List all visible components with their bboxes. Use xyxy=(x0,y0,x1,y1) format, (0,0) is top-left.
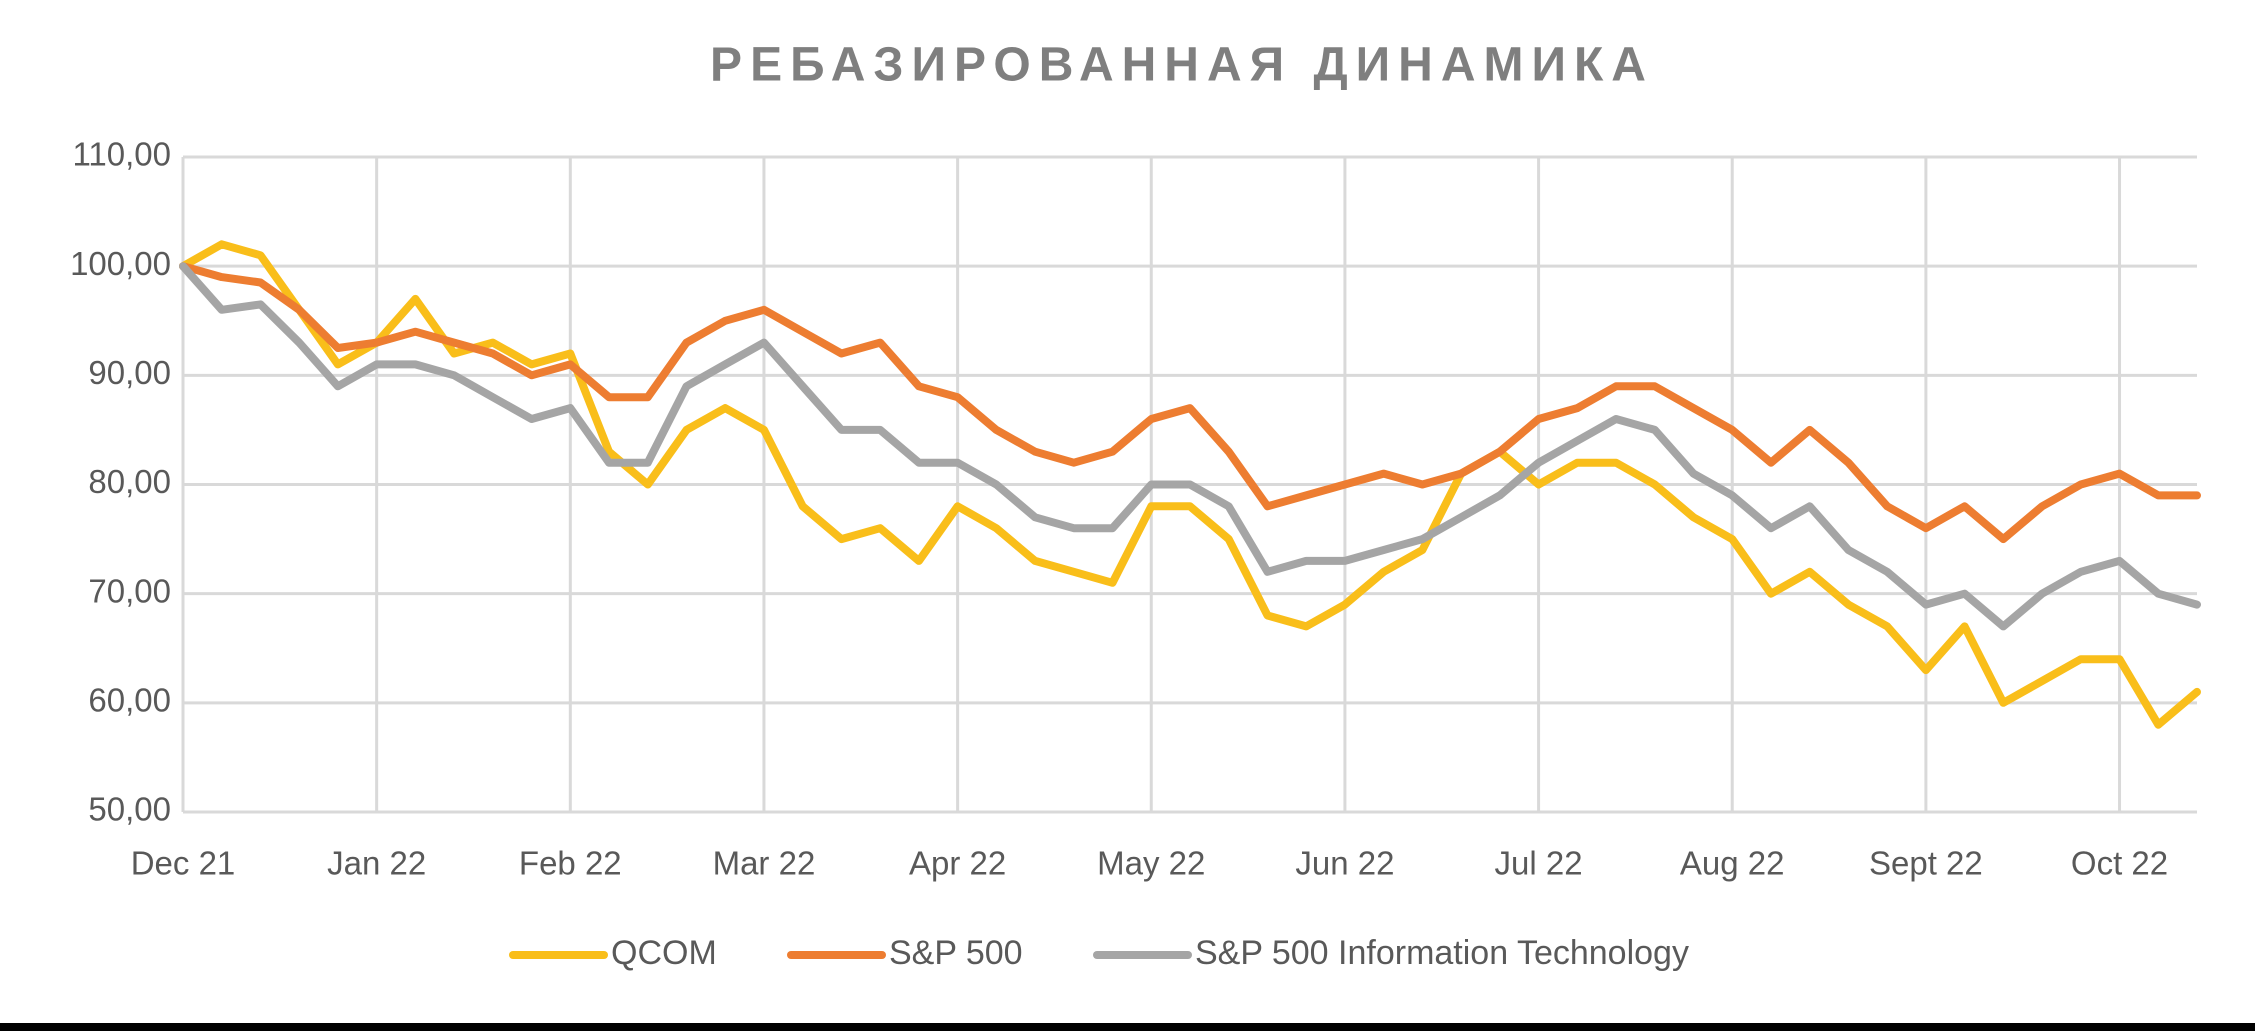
x-tick-label: Dec 21 xyxy=(131,845,236,882)
y-tick-label: 90,00 xyxy=(88,354,171,391)
x-tick-label: Apr 22 xyxy=(909,845,1006,882)
line-series xyxy=(179,262,2201,544)
y-tick-label: 100,00 xyxy=(70,245,171,282)
x-tick-label: Mar 22 xyxy=(713,845,816,882)
y-tick-label: 110,00 xyxy=(73,136,171,173)
bottom-border xyxy=(0,1023,2255,1031)
y-tick-label: 70,00 xyxy=(88,572,171,609)
y-tick-label: 80,00 xyxy=(88,463,171,500)
x-tick-label: Aug 22 xyxy=(1680,845,1785,882)
x-tick-label: Feb 22 xyxy=(519,845,622,882)
y-tick-label: 60,00 xyxy=(88,682,171,719)
line-series xyxy=(179,240,2201,729)
x-tick-label: Sept 22 xyxy=(1869,845,1983,882)
legend-label: QCOM xyxy=(611,934,717,972)
legend-label: S&P 500 xyxy=(889,934,1023,972)
x-tick-label: Jul 22 xyxy=(1495,845,1583,882)
x-tick-label: Jan 22 xyxy=(327,845,426,882)
x-tick-label: May 22 xyxy=(1097,845,1205,882)
legend-label: S&P 500 Information Technology xyxy=(1195,934,1689,972)
x-tick-label: Jun 22 xyxy=(1295,845,1394,882)
y-tick-label: 50,00 xyxy=(88,791,171,828)
chart-title: РЕБАЗИРОВАННАЯ ДИНАМИКА xyxy=(710,39,1654,92)
x-tick-label: Oct 22 xyxy=(2071,845,2168,882)
line-series xyxy=(179,262,2201,631)
